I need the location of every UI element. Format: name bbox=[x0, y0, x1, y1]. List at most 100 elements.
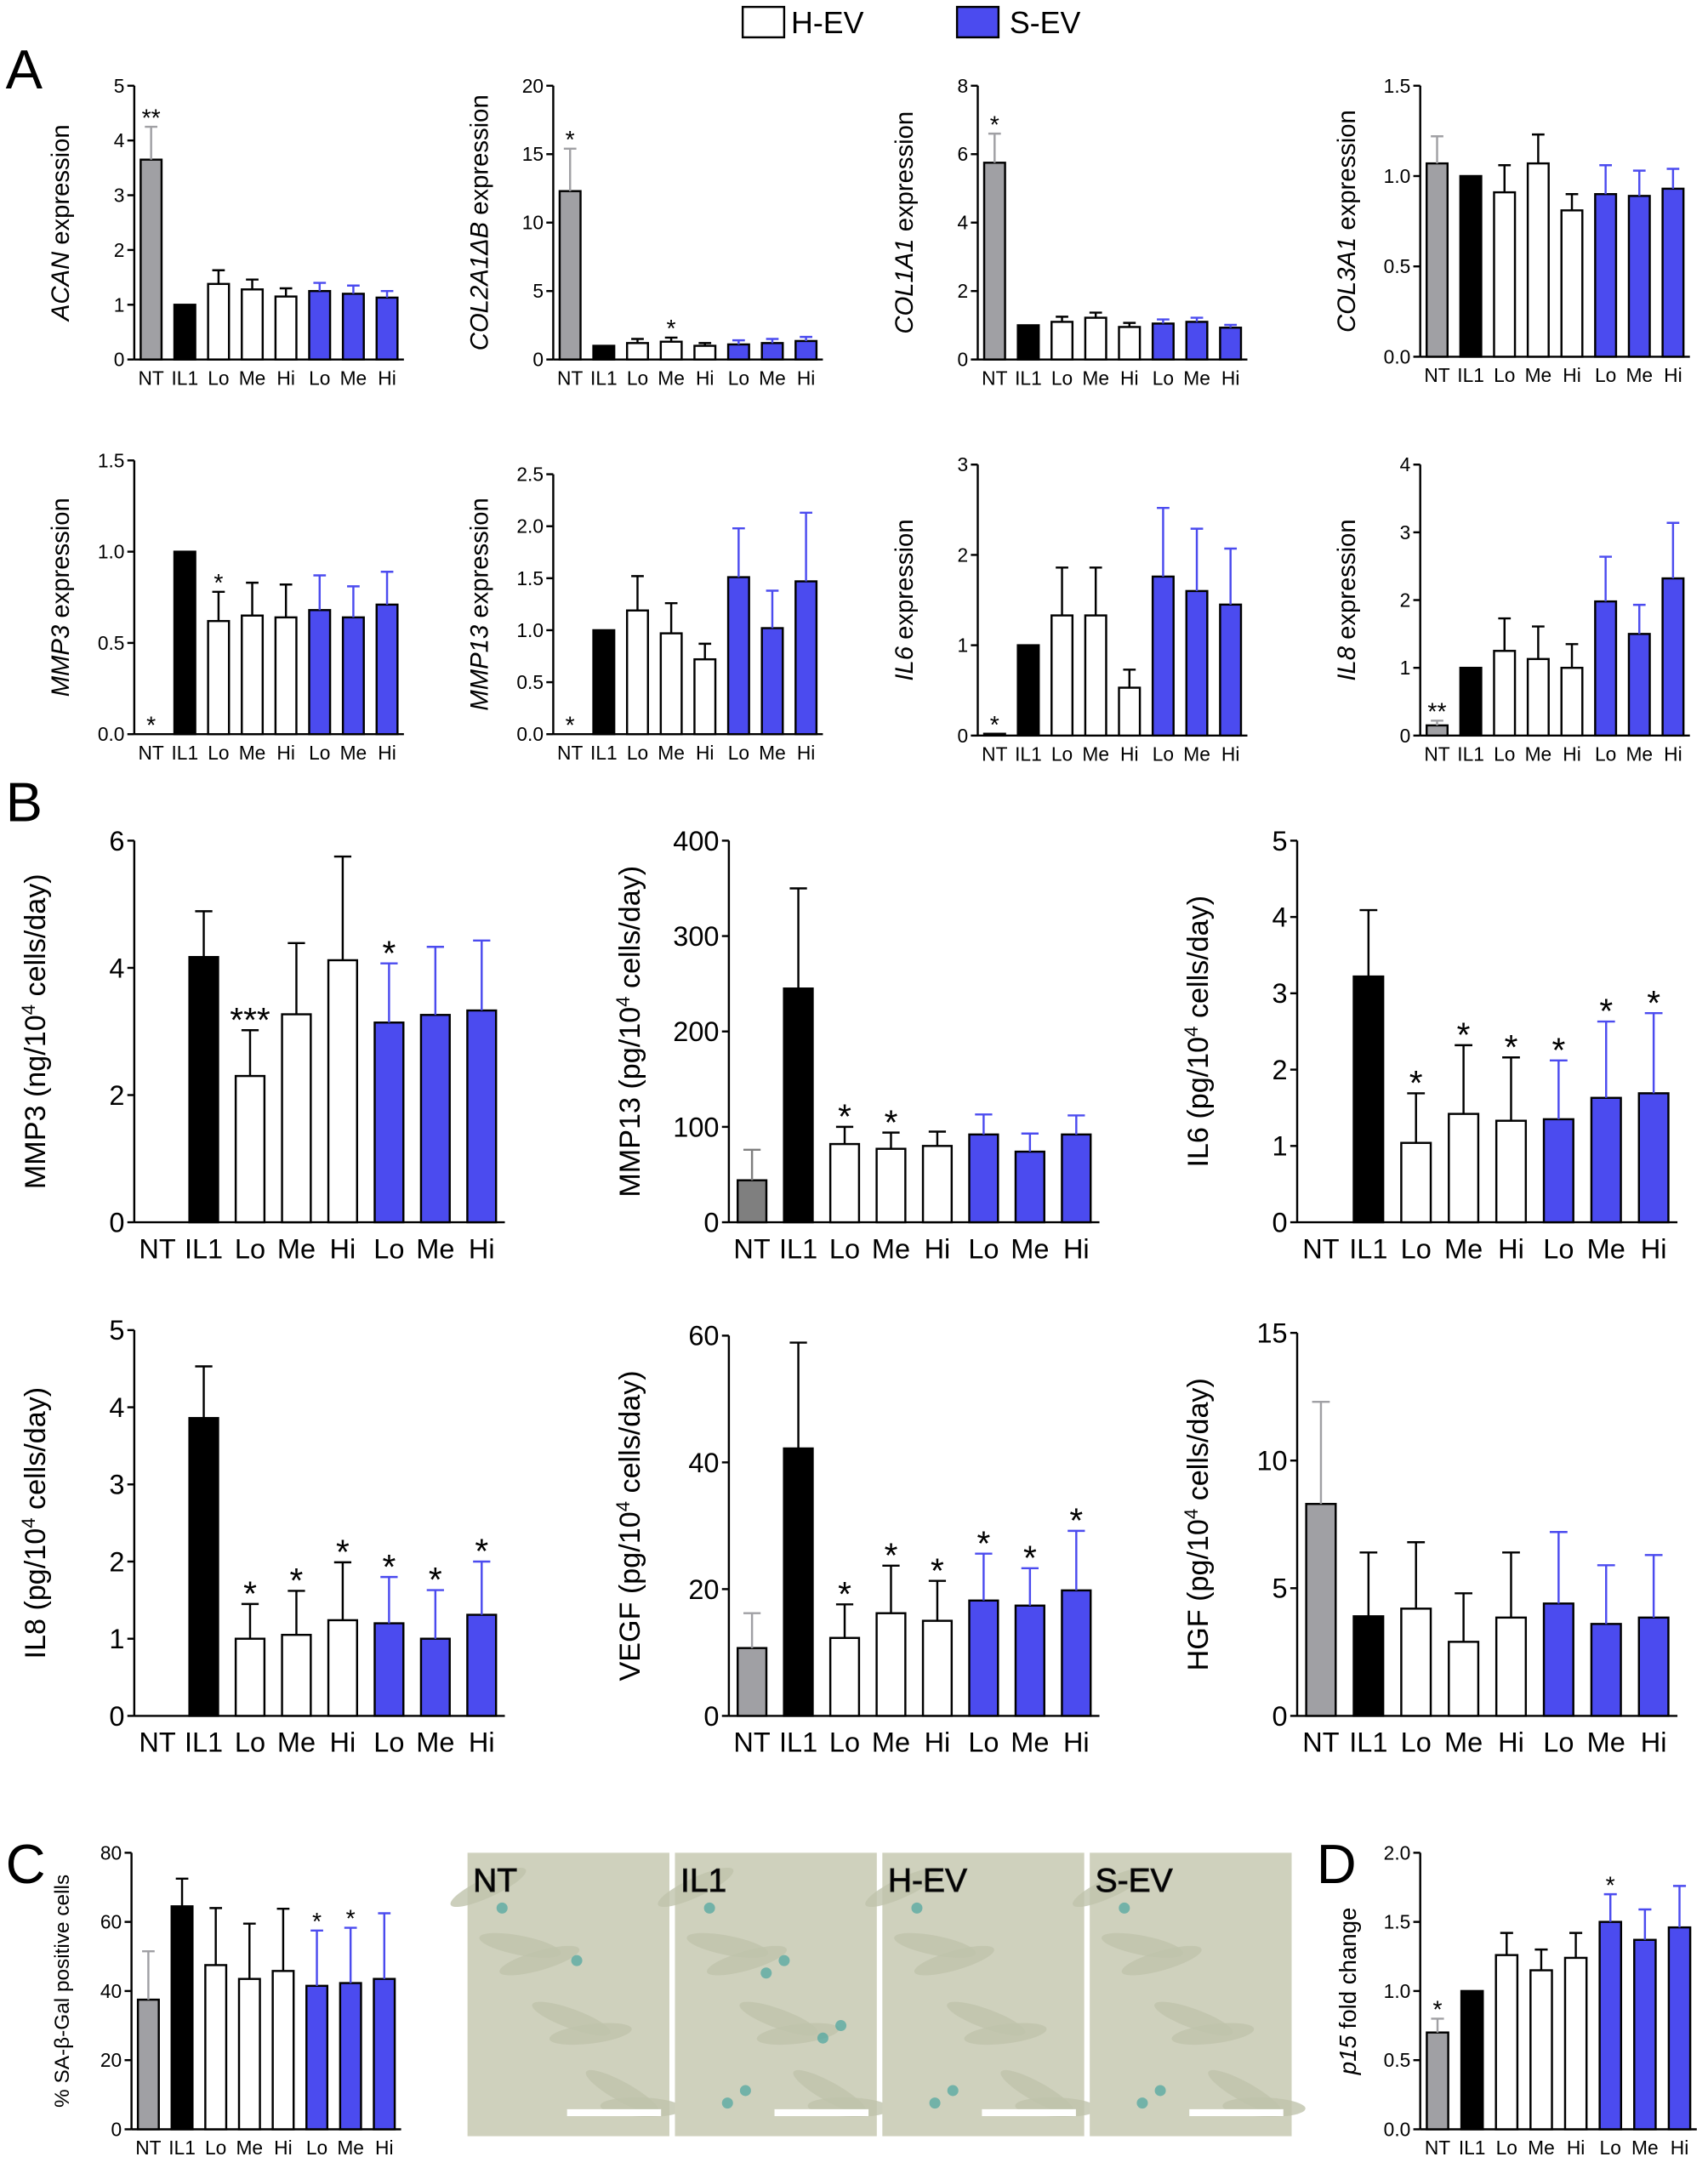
error-bar bbox=[835, 1125, 854, 1145]
error-bar bbox=[835, 1603, 854, 1638]
x-tick-label: Me bbox=[340, 367, 367, 389]
error-bar bbox=[1056, 566, 1068, 616]
stain bbox=[496, 1902, 508, 1914]
cell bbox=[686, 1932, 769, 1958]
x-tick-label: Lo bbox=[235, 1233, 265, 1264]
x-tick-label: Me bbox=[1082, 367, 1109, 389]
bar bbox=[1594, 193, 1618, 358]
y-tick-label: 1.0 bbox=[516, 619, 544, 641]
bar bbox=[659, 632, 683, 736]
y-tick-label: 1 bbox=[109, 1624, 124, 1654]
bar bbox=[308, 289, 332, 361]
error-bar bbox=[212, 269, 225, 284]
x-tick-label: Hi bbox=[1563, 364, 1580, 386]
error-bar bbox=[333, 855, 352, 960]
y-tick-label: 0 bbox=[1272, 1701, 1288, 1732]
x-tick-label: IL1 bbox=[1459, 2137, 1486, 2159]
x-tick-label: Lo bbox=[968, 1233, 999, 1264]
x-tick-label: Hi bbox=[797, 742, 815, 764]
y-tick-label: 2 bbox=[109, 1080, 124, 1111]
bar bbox=[1352, 1615, 1385, 1717]
error-bar bbox=[1157, 506, 1170, 577]
y-tick-label: 1 bbox=[1400, 657, 1411, 679]
y-axis-label-part: IL6 (pg/10 bbox=[1182, 1037, 1215, 1168]
x-tick-label: Hi bbox=[1641, 1233, 1667, 1264]
bar bbox=[592, 629, 616, 736]
y-tick-label: 20 bbox=[688, 1574, 719, 1605]
bar bbox=[783, 1447, 814, 1717]
bar bbox=[327, 959, 359, 1224]
error-bar bbox=[1666, 521, 1680, 579]
stain bbox=[721, 2097, 733, 2109]
error-bar bbox=[1224, 323, 1238, 328]
x-tick-label: Me bbox=[1587, 1727, 1625, 1758]
x-tick-label: NT bbox=[557, 367, 583, 389]
significance: * bbox=[1069, 1500, 1083, 1539]
y-tick-label: 0 bbox=[109, 1701, 124, 1732]
x-tick-label: NT bbox=[733, 1727, 770, 1758]
error-bar bbox=[1500, 1932, 1513, 1955]
error-bar bbox=[1312, 1400, 1330, 1505]
error-bar bbox=[1644, 1011, 1663, 1094]
bar bbox=[558, 190, 582, 361]
y-axis-label-part: cells/day) bbox=[1182, 1378, 1215, 1509]
error-bar bbox=[1597, 1020, 1615, 1098]
bar bbox=[241, 288, 265, 361]
significance: * bbox=[566, 712, 575, 739]
y-axis-label-part: expression bbox=[467, 498, 494, 625]
x-tick-label: Hi bbox=[925, 1727, 951, 1758]
error-bar bbox=[426, 1589, 444, 1639]
significance: * bbox=[336, 1533, 350, 1572]
error-bar bbox=[1068, 1529, 1085, 1590]
error-bar bbox=[426, 946, 444, 1016]
bar bbox=[139, 158, 163, 361]
bar bbox=[1185, 321, 1209, 361]
stain bbox=[929, 2097, 941, 2109]
bar-chart: 0 2 4 6 8 NT * IL1 Lo Me Hi Lo Me Hi COL1A1 expression bbox=[891, 75, 1248, 389]
error-bar bbox=[1672, 1885, 1687, 1928]
bar bbox=[1526, 657, 1550, 737]
x-tick-label: Me bbox=[1625, 364, 1653, 386]
error-bar bbox=[1599, 164, 1613, 195]
panel-letter: D bbox=[1317, 1833, 1357, 1895]
error-bar bbox=[241, 1602, 259, 1639]
error-bar bbox=[800, 335, 812, 341]
bar bbox=[1637, 1616, 1670, 1717]
y-tick-label: 0.0 bbox=[516, 723, 544, 745]
y-tick-label: 8 bbox=[957, 75, 968, 97]
y-axis-label-part: HGF (pg/10 bbox=[1182, 1519, 1215, 1670]
bar bbox=[1494, 1954, 1519, 2131]
bar bbox=[1563, 1956, 1588, 2131]
y-axis-label-part: 4 bbox=[17, 1517, 38, 1528]
x-tick-label: IL1 bbox=[1349, 1233, 1387, 1264]
significance: * bbox=[290, 1561, 304, 1600]
cell bbox=[479, 1932, 561, 1958]
y-axis-label-part: cells/day) bbox=[614, 1370, 646, 1501]
stain bbox=[703, 1902, 715, 1914]
error-bar bbox=[378, 1912, 391, 1979]
y-axis-label: IL6 (pg/104 cells/day) bbox=[1181, 896, 1216, 1168]
error-bar bbox=[1565, 643, 1579, 669]
y-tick-label: 5 bbox=[1272, 1573, 1288, 1604]
error-bar bbox=[1597, 1564, 1615, 1625]
error-bar bbox=[279, 287, 293, 297]
significance: * bbox=[931, 1551, 944, 1590]
bar bbox=[1426, 724, 1449, 737]
error-bar bbox=[928, 1579, 947, 1621]
bar bbox=[794, 339, 818, 361]
y-axis-label-part: fold change bbox=[1335, 1908, 1361, 2036]
x-tick-label: Lo bbox=[205, 2137, 226, 2159]
bar bbox=[1185, 589, 1209, 737]
error-bar bbox=[246, 581, 259, 616]
error-bar bbox=[380, 962, 398, 1023]
x-tick-label: Lo bbox=[1496, 2137, 1517, 2159]
significance: * bbox=[885, 1102, 898, 1141]
bar bbox=[726, 343, 750, 361]
x-tick-label: Hi bbox=[797, 367, 815, 389]
bar bbox=[1460, 1989, 1484, 2131]
bar bbox=[659, 340, 683, 361]
x-tick-label: Me bbox=[1525, 364, 1552, 386]
significance: * bbox=[146, 712, 156, 739]
